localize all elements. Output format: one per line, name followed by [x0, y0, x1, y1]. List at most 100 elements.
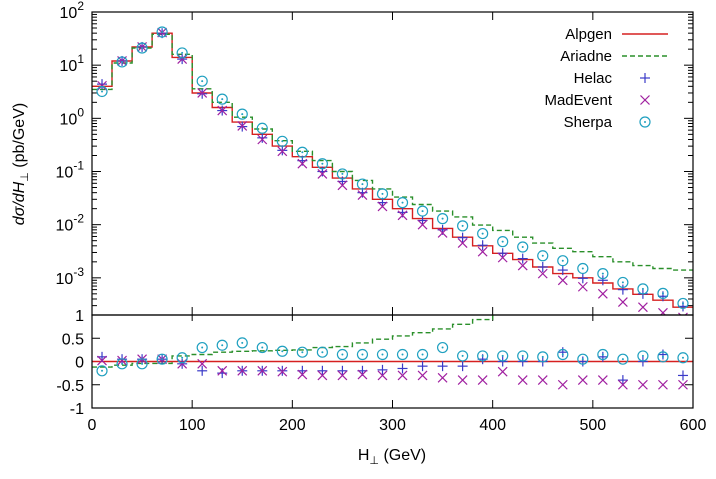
bottom-sherpa-point [316, 346, 328, 358]
bottom-sherpa-point-dot [421, 353, 424, 356]
top-madevent-point [417, 219, 428, 230]
legend-swatch-madevent [640, 95, 650, 105]
bottom-madevent-point-b [678, 379, 688, 390]
bottom-sherpa-point-dot [501, 354, 504, 357]
top-helac-point [517, 253, 528, 264]
legend-swatch-helac [640, 73, 650, 83]
bottom-sherpa-point-dot [141, 362, 144, 365]
top-sherpa-point [356, 178, 369, 190]
y-tick-label: 10-1 [56, 159, 85, 182]
top-sherpa-point-dot [661, 292, 664, 295]
top-helac-point [537, 261, 548, 272]
top-panel-series [92, 26, 693, 315]
top-sherpa-point [96, 85, 108, 98]
top-madevent-point-b [557, 275, 568, 286]
y-tick-label-bottom: 1 [75, 308, 84, 325]
top-sherpa-point-ring [356, 178, 369, 190]
bottom-sherpa-point-dot [621, 358, 624, 361]
bottom-madevent-point [237, 365, 248, 376]
top-madevent-point-b [177, 54, 188, 65]
top-madevent-point-b [257, 134, 268, 145]
bottom-sherpa-point [577, 353, 589, 365]
bottom-sherpa-point [116, 358, 128, 370]
top-sherpa-point [156, 26, 168, 38]
bottom-panel-series [92, 315, 693, 390]
bottom-sherpa-point-ring [136, 358, 148, 370]
top-sherpa-point [316, 158, 328, 170]
legend-swatch-sherpa-dot [644, 121, 646, 123]
bottom-helac-point [617, 375, 628, 386]
bottom-madevent-point-b [97, 355, 107, 366]
bottom-helac-point [557, 347, 568, 358]
top-sherpa-point [637, 283, 649, 295]
top-sherpa-point-ring [96, 85, 108, 98]
bottom-madevent-point-b [477, 375, 488, 386]
bottom-madevent-point-b [377, 370, 388, 381]
bottom-sherpa-point-dot [441, 346, 444, 349]
top-sherpa-point [256, 122, 268, 134]
bottom-sherpa-point [677, 352, 689, 364]
bottom-madevent-point [537, 375, 548, 386]
top-sherpa-point-dot [461, 224, 464, 227]
bottom-sherpa-point-dot [121, 362, 124, 365]
top-madevent-point-b [357, 190, 368, 201]
bottom-sherpa-point-ring [497, 350, 509, 362]
top-madevent-point-b [217, 105, 228, 116]
top-helac-point [557, 265, 568, 276]
bottom-madevent-point-b [357, 369, 368, 380]
bottom-madevent-point-b [557, 379, 568, 390]
legend-label-sherpa: Sherpa [564, 114, 613, 131]
top-sherpa-point-ring [176, 47, 188, 59]
bottom-madevent-point [357, 369, 368, 380]
bottom-sherpa-point [216, 339, 228, 351]
top-sherpa-point-dot [121, 60, 124, 63]
bottom-sherpa-point-ring [396, 348, 409, 361]
bottom-sherpa-point-ring [637, 350, 649, 362]
x-tick-label: 0 [88, 417, 97, 434]
bottom-sherpa-point-ring [236, 337, 248, 349]
bottom-sherpa-point-dot [661, 355, 664, 358]
bottom-sherpa-point [296, 346, 308, 358]
bottom-sherpa-point-ring [316, 346, 328, 358]
bottom-madevent-point [337, 370, 348, 381]
top-madevent-point [577, 281, 588, 292]
top-sherpa-point-ring [557, 255, 569, 267]
bottom-helac-point [457, 361, 468, 372]
bottom-sherpa-point-ring [677, 352, 689, 364]
bottom-sherpa-point-dot [281, 350, 284, 353]
top-sherpa-point [196, 75, 208, 87]
bottom-madevent-point [417, 370, 428, 381]
bottom-madevent-point-b [317, 370, 328, 381]
bottom-sherpa-point-ring [557, 348, 569, 361]
top-madevent-point [217, 105, 228, 116]
top-madevent-point [597, 288, 608, 299]
top-sherpa-point-dot [561, 259, 564, 262]
top-sherpa-point-dot [281, 140, 284, 143]
bottom-madevent-point [557, 379, 568, 390]
top-sherpa-point-ring [256, 122, 268, 134]
legend-label-alpgen: Alpgen [565, 26, 612, 43]
bottom-sherpa-point-ring [416, 348, 429, 361]
top-sherpa-point-ring [677, 297, 689, 310]
bottom-sherpa-point-ring [597, 348, 609, 361]
top-sherpa-point [597, 268, 609, 280]
bottom-sherpa-point [236, 337, 248, 349]
top-sherpa-point-dot [261, 127, 264, 130]
bottom-madevent-point [517, 375, 528, 386]
bottom-panel-axes: 0 100 200 300 400 500 600 1 0.5 0 -0.5 -1 [56, 308, 706, 434]
bottom-sherpa-point-ring [457, 350, 469, 362]
bottom-madevent-point-b [437, 372, 448, 383]
bottom-sherpa-point-dot [461, 354, 464, 357]
top-helac-point [277, 145, 288, 156]
bottom-madevent-point [97, 355, 107, 366]
top-madevent-point-b [577, 281, 588, 292]
bottom-madevent-point [457, 375, 468, 386]
bottom-sherpa-point-ring [96, 365, 108, 377]
bottom-sherpa-point-dot [401, 353, 404, 356]
bottom-sherpa-point-dot [561, 353, 564, 356]
bottom-sherpa-point [457, 350, 469, 362]
top-sherpa-point-dot [641, 287, 644, 290]
top-madevent-point [457, 238, 468, 249]
top-sherpa-point [376, 188, 389, 200]
